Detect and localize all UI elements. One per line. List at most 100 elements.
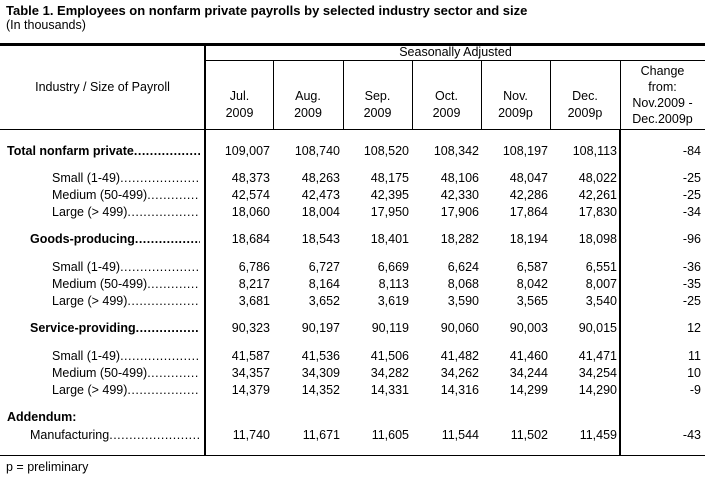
cell-value: 18,060 xyxy=(231,205,270,219)
column-header-line: Jul. xyxy=(229,89,250,103)
cell-value: 6,786 xyxy=(238,260,270,274)
cell-value: 41,471 xyxy=(578,349,617,363)
cell-value: 34,357 xyxy=(231,366,270,380)
cell-value: 3,652 xyxy=(308,294,340,308)
column-header-line: Sep. xyxy=(364,89,391,103)
column-header-line: Nov.2009 - xyxy=(632,96,693,110)
cell-value: -43 xyxy=(682,428,701,442)
cell-value: 108,113 xyxy=(572,144,617,158)
column-header-line: Dec. xyxy=(572,89,598,103)
top-rule xyxy=(0,43,705,46)
cell-value: 8,068 xyxy=(447,277,479,291)
cell-value: 108,342 xyxy=(433,144,479,158)
column-header-line: Oct. xyxy=(435,89,458,103)
column-divider xyxy=(273,61,274,129)
row-label-text: Small (1-49) xyxy=(52,171,121,185)
cell-value: 3,681 xyxy=(238,294,270,308)
column-header: Oct. 2009 xyxy=(412,88,481,122)
row-label-text: Total nonfarm private xyxy=(7,144,134,158)
cell-value: 90,060 xyxy=(440,321,479,335)
cell-value: 8,217 xyxy=(238,277,270,291)
group-rule xyxy=(205,60,705,61)
column-header: Sep. 2009 xyxy=(343,88,412,122)
cell-value: 12 xyxy=(687,321,701,335)
column-divider xyxy=(620,61,621,129)
column-header: Nov. 2009p xyxy=(481,88,550,122)
row-label-text: Service-providing xyxy=(30,321,136,335)
column-header-line: 2009p xyxy=(498,106,533,120)
row-label-text: Large (> 499) xyxy=(52,294,128,308)
column-header-line: 2009p xyxy=(567,106,603,120)
table-subtitle: (In thousands) xyxy=(6,18,86,32)
cell-value: 11,740 xyxy=(232,428,270,442)
cell-value: 8,164 xyxy=(308,277,340,291)
column-header-line: 2009 xyxy=(294,106,322,120)
cell-value: 18,194 xyxy=(509,232,548,246)
row-label: Medium (50-499) xyxy=(52,276,200,292)
cell-value: 8,007 xyxy=(585,277,617,291)
cell-value: 14,316 xyxy=(440,383,479,397)
column-header-line: from: xyxy=(648,80,677,94)
cell-value: 108,740 xyxy=(294,144,340,158)
cell-value: 18,282 xyxy=(440,232,479,246)
cell-value: 14,352 xyxy=(301,383,340,397)
cell-value: 11,544 xyxy=(441,428,479,442)
cell-value: 18,004 xyxy=(301,205,340,219)
row-label: Small (1-49) xyxy=(52,170,200,186)
cell-value: 34,254 xyxy=(578,366,617,380)
column-header: Jul. 2009 xyxy=(206,88,273,122)
row-label: Goods-producing xyxy=(30,231,200,247)
cell-value: 109,007 xyxy=(224,144,270,158)
cell-value: 6,587 xyxy=(516,260,548,274)
row-label: Service-providing xyxy=(30,320,200,336)
row-label-text: Large (> 499) xyxy=(52,205,128,219)
column-divider xyxy=(343,61,344,129)
row-label: Addendum: xyxy=(7,409,200,425)
cell-value: 48,106 xyxy=(440,171,479,185)
cell-value: 14,379 xyxy=(231,383,270,397)
footnote: p = preliminary xyxy=(6,460,89,474)
row-label: Total nonfarm private xyxy=(7,143,200,159)
cell-value: 8,113 xyxy=(378,277,409,291)
column-divider xyxy=(412,61,413,129)
cell-value: 6,551 xyxy=(585,260,617,274)
cell-value: 90,197 xyxy=(301,321,340,335)
cell-value: 10 xyxy=(687,366,701,380)
cell-value: -96 xyxy=(682,232,701,246)
column-header-line: Dec.2009p xyxy=(632,112,693,126)
cell-value: 14,331 xyxy=(370,383,409,397)
cell-value: 18,401 xyxy=(370,232,409,246)
cell-value: -9 xyxy=(689,383,701,397)
cell-value: 48,047 xyxy=(509,171,548,185)
cell-value: -34 xyxy=(682,205,701,219)
cell-value: 11,605 xyxy=(371,428,409,442)
cell-value: 90,323 xyxy=(231,321,270,335)
cell-value: 108,197 xyxy=(502,144,548,158)
cell-value: 3,619 xyxy=(377,294,409,308)
change-divider xyxy=(619,130,621,456)
cell-value: 90,015 xyxy=(578,321,617,335)
stub-divider xyxy=(204,45,206,456)
cell-value: 18,543 xyxy=(301,232,340,246)
cell-value: 17,830 xyxy=(578,205,617,219)
cell-value: 3,540 xyxy=(585,294,617,308)
cell-value: -25 xyxy=(682,171,701,185)
stub-header: Industry / Size of Payroll xyxy=(35,80,170,94)
row-label: Small (1-49) xyxy=(52,259,200,275)
row-label-text: Medium (50-499) xyxy=(52,188,148,202)
cell-value: 11 xyxy=(688,349,701,363)
table-title: Table 1. Employees on nonfarm private pa… xyxy=(6,3,528,18)
row-label: Manufacturing xyxy=(30,427,200,443)
column-header: Change from: Nov.2009 - Dec.2009p xyxy=(620,63,705,127)
cell-value: -35 xyxy=(682,277,701,291)
column-header: Aug. 2009 xyxy=(273,88,343,122)
row-label: Large (> 499) xyxy=(52,204,200,220)
cell-value: 48,022 xyxy=(578,171,617,185)
row-label-text: Small (1-49) xyxy=(52,349,121,363)
row-label-text: Medium (50-499) xyxy=(52,277,148,291)
cell-value: 48,263 xyxy=(301,171,340,185)
column-divider xyxy=(550,61,551,129)
cell-value: 17,864 xyxy=(509,205,548,219)
cell-value: 42,330 xyxy=(440,188,479,202)
column-header-line: 2009 xyxy=(225,106,254,120)
